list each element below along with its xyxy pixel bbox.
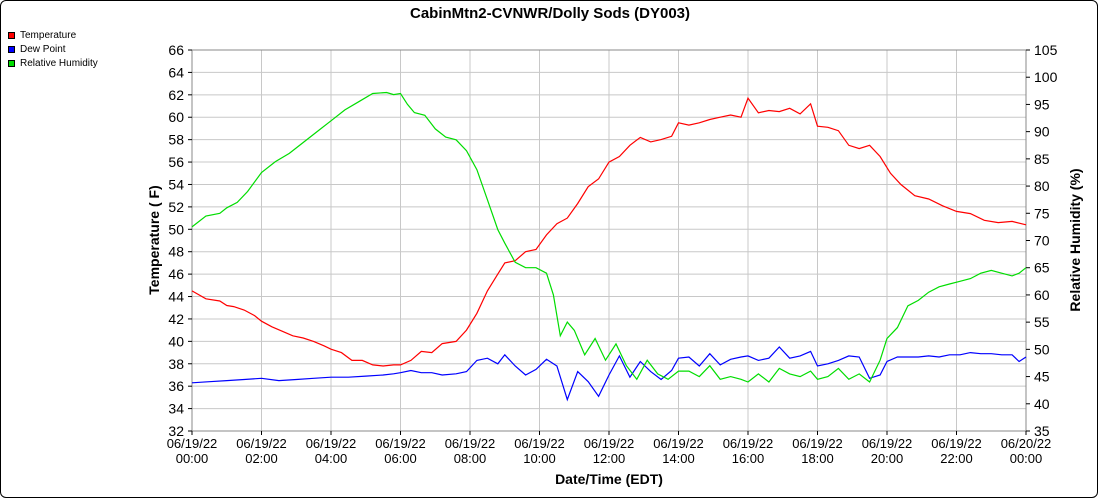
y-tick-label-right: 45 <box>1034 369 1050 385</box>
y-tick-label-left: 50 <box>168 221 184 237</box>
y-tick-label-left: 60 <box>168 109 184 125</box>
x-axis-ticks: 06/19/2200:0006/19/2202:0006/19/2204:000… <box>167 431 1052 466</box>
y-tick-label-left: 40 <box>168 333 184 349</box>
legend-label-relative-humidity: Relative Humidity <box>20 57 98 69</box>
x-tick-label-time: 02:00 <box>245 451 278 466</box>
x-tick-label-date: 06/19/22 <box>792 436 843 451</box>
y-tick-label-right: 75 <box>1034 205 1050 221</box>
y-tick-label-right: 100 <box>1034 69 1058 85</box>
y-tick-label-left: 52 <box>168 199 184 215</box>
x-tick-label-time: 14:00 <box>662 451 695 466</box>
y-tick-label-right: 60 <box>1034 287 1050 303</box>
y-tick-label-left: 36 <box>168 378 184 394</box>
x-tick-label-date: 06/19/22 <box>931 436 982 451</box>
x-tick-label-time: 16:00 <box>732 451 765 466</box>
chart-title: CabinMtn2-CVNWR/Dolly Sods (DY003) <box>410 5 690 22</box>
x-tick-label-time: 00:00 <box>176 451 209 466</box>
x-tick-label-date: 06/19/22 <box>167 436 218 451</box>
legend-swatch-relative-humidity <box>8 59 15 67</box>
y-tick-label-left: 44 <box>168 289 184 305</box>
y-tick-label-left: 34 <box>168 401 184 417</box>
y-tick-label-left: 64 <box>168 64 184 80</box>
x-tick-label-date: 06/19/22 <box>236 436 287 451</box>
y-axis-left-label: Temperature ( F) <box>146 185 162 294</box>
x-tick-label-time: 10:00 <box>523 451 556 466</box>
legend-swatch-temperature <box>8 31 15 39</box>
x-tick-label-date: 06/19/22 <box>445 436 496 451</box>
y-tick-label-right: 65 <box>1034 260 1050 276</box>
x-tick-label-date: 06/19/22 <box>375 436 426 451</box>
x-tick-label-date: 06/19/22 <box>723 436 774 451</box>
y-tick-label-left: 58 <box>168 132 184 148</box>
y-tick-label-left: 56 <box>168 154 184 170</box>
y-tick-label-left: 38 <box>168 356 184 372</box>
x-tick-label-time: 00:00 <box>1010 451 1043 466</box>
x-tick-label-date: 06/19/22 <box>514 436 565 451</box>
x-tick-label-time: 08:00 <box>454 451 487 466</box>
x-tick-label-date: 06/19/22 <box>862 436 913 451</box>
y-tick-label-left: 62 <box>168 87 184 103</box>
series-line-relative-humidity <box>191 91 1027 383</box>
y-tick-label-right: 35 <box>1034 423 1050 439</box>
y-axis-left-ticks: 32 34 36 38 40 42 44 46 48 50 52 54 56 58 60 62 64 66 <box>168 42 192 439</box>
y-tick-label-left: 54 <box>168 176 184 192</box>
y-tick-label-left: 66 <box>168 42 184 58</box>
x-tick-label-time: 04:00 <box>315 451 348 466</box>
x-tick-label-date: 06/20/22 <box>1001 436 1052 451</box>
x-tick-label-time: 18:00 <box>801 451 834 466</box>
y-tick-label-right: 55 <box>1034 314 1050 330</box>
y-tick-label-right: 50 <box>1034 341 1050 357</box>
legend-swatch-dew-point <box>8 45 15 53</box>
y-tick-label-left: 46 <box>168 266 184 282</box>
y-tick-label-right: 90 <box>1034 124 1050 140</box>
x-tick-label-time: 06:00 <box>384 451 417 466</box>
legend-item-dew-point: Dew Point <box>8 42 98 56</box>
x-tick-label-time: 20:00 <box>871 451 904 466</box>
y-tick-label-left: 48 <box>168 244 184 260</box>
x-tick-label-date: 06/19/22 <box>306 436 357 451</box>
series-line-temperature <box>191 96 1027 367</box>
x-tick-label-time: 12:00 <box>593 451 626 466</box>
y-tick-label-left: 42 <box>168 311 184 327</box>
x-tick-label-time: 22:00 <box>940 451 973 466</box>
series-line-dew-point <box>191 346 1027 402</box>
series-lines <box>191 91 1027 402</box>
y-tick-label-right: 70 <box>1034 233 1050 249</box>
y-tick-label-right: 105 <box>1034 42 1058 58</box>
legend-label-dew-point: Dew Point <box>20 43 66 55</box>
x-tick-label-date: 06/19/22 <box>653 436 704 451</box>
y-tick-label-right: 40 <box>1034 396 1050 412</box>
y-tick-label-right: 95 <box>1034 96 1050 112</box>
x-tick-label-date: 06/19/22 <box>584 436 635 451</box>
x-axis-label: Date/Time (EDT) <box>555 471 663 487</box>
y-axis-right-label: Relative Humidity (%) <box>1067 168 1083 311</box>
y-tick-label-right: 80 <box>1034 178 1050 194</box>
chart-legend: Temperature Dew Point Relative Humidity <box>8 28 98 70</box>
legend-item-relative-humidity: Relative Humidity <box>8 56 98 70</box>
y-axis-right-ticks: 35 40 45 50 55 60 65 70 75 80 85 90 95 100 105 <box>1026 42 1058 439</box>
legend-label-temperature: Temperature <box>20 29 77 41</box>
legend-item-temperature: Temperature <box>8 28 98 42</box>
y-tick-label-right: 85 <box>1034 151 1050 167</box>
y-tick-label-left: 32 <box>168 423 184 439</box>
